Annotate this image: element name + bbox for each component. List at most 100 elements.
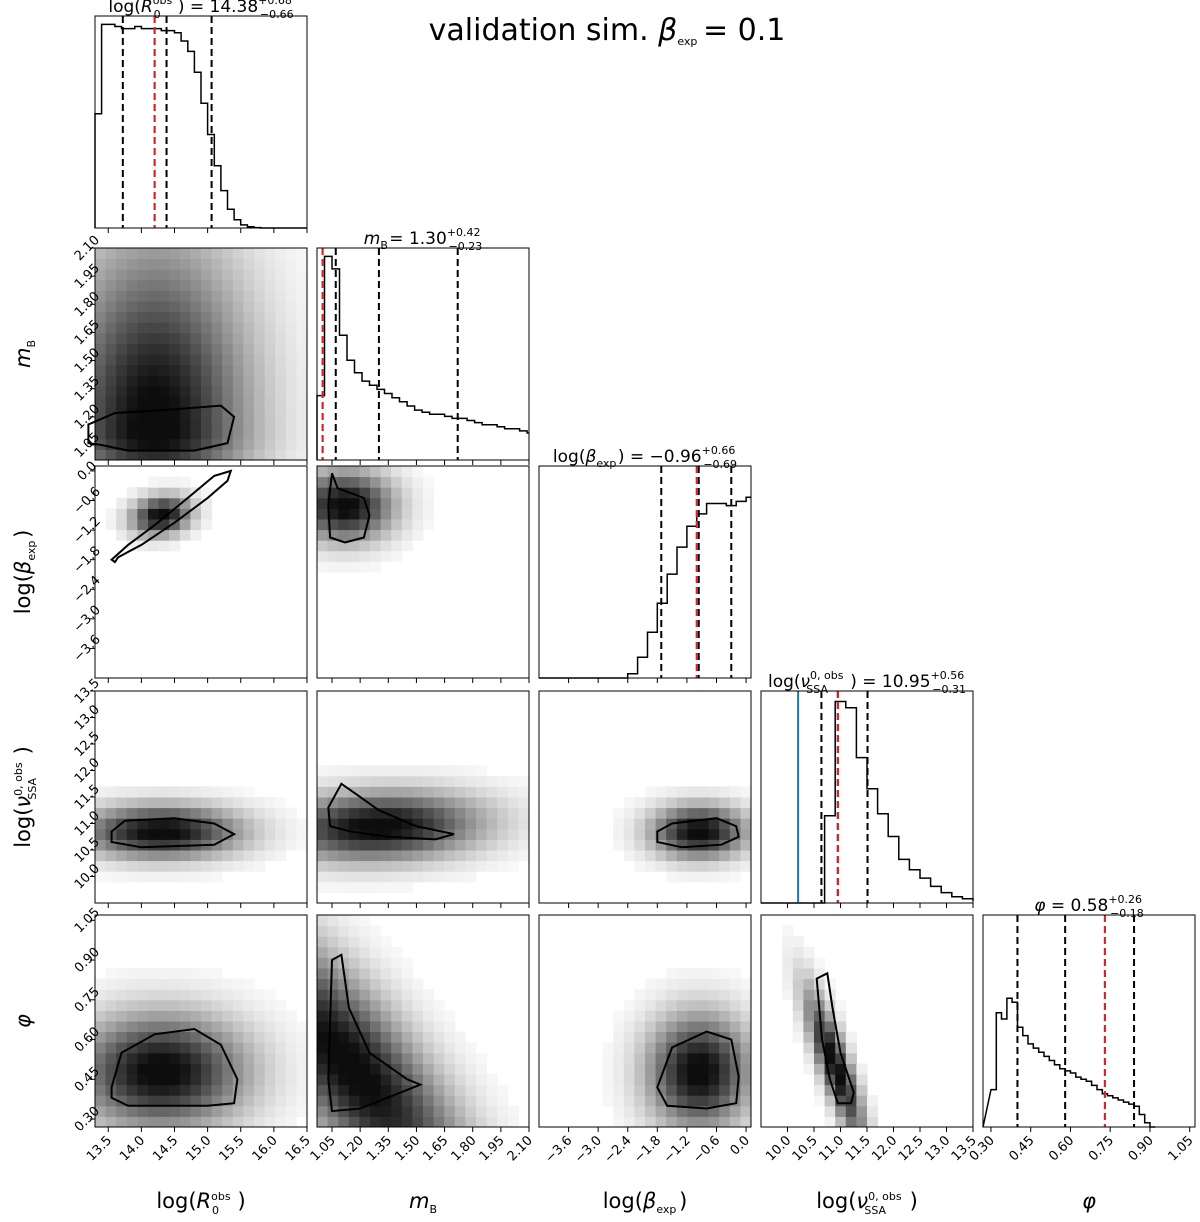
density-cell <box>232 1052 244 1064</box>
density-cell <box>803 989 815 1001</box>
density-cell <box>370 839 382 851</box>
density-cell <box>497 807 509 819</box>
hist-title-mB: mB = 1.30+0.42 −0.23 <box>364 226 482 253</box>
density-cell <box>211 364 223 376</box>
density-cell <box>190 818 202 830</box>
x-tick-label: −0.6 <box>690 1133 723 1166</box>
density-cell <box>380 936 392 948</box>
density-cell <box>698 786 710 798</box>
density-cell <box>116 497 128 509</box>
density-cell <box>264 385 276 397</box>
density-cell <box>412 860 424 872</box>
density-cell <box>824 1063 836 1075</box>
density-cell <box>729 1095 741 1107</box>
density-cell <box>243 999 255 1011</box>
x-tick-label: 0.90 <box>1126 1133 1157 1164</box>
density-cell <box>190 807 202 819</box>
density-cell <box>296 301 308 313</box>
density-cell <box>243 417 255 429</box>
x-tick-label: 1.05 <box>1165 1133 1196 1164</box>
density-cell <box>327 797 339 809</box>
density-cell <box>348 550 360 562</box>
density-cell <box>391 978 403 990</box>
density-cell <box>465 1074 477 1086</box>
density-cell <box>698 999 710 1011</box>
density-cell <box>95 1116 107 1128</box>
density-cell <box>370 1063 382 1075</box>
density-cell <box>401 839 413 851</box>
density-cell <box>380 1116 392 1128</box>
density-cell <box>476 860 488 872</box>
density-cell <box>634 850 646 862</box>
density-cell <box>105 279 117 291</box>
density-cell <box>687 850 699 862</box>
density-cell <box>243 807 255 819</box>
density-cell <box>698 1031 710 1043</box>
hist-title-logNu-symbol: ν <box>801 672 811 692</box>
density-cell <box>105 508 117 520</box>
density-cell <box>148 850 160 862</box>
density-cell <box>190 343 202 355</box>
density-cell <box>275 828 287 840</box>
density-cell <box>454 828 466 840</box>
density-cell <box>391 828 403 840</box>
density-cell <box>201 417 213 429</box>
density-cell <box>719 1074 731 1086</box>
density-cell <box>264 364 276 376</box>
density-cell <box>338 561 350 573</box>
density-cell <box>158 487 170 499</box>
density-cell <box>824 978 836 990</box>
density-cell <box>476 1095 488 1107</box>
density-cell <box>708 871 720 883</box>
density-cell <box>359 487 371 499</box>
density-cell <box>211 839 223 851</box>
density-cell <box>190 417 202 429</box>
density-cell <box>348 807 360 819</box>
density-cell <box>729 850 741 862</box>
density-cell <box>401 765 413 777</box>
density-cell <box>222 999 234 1011</box>
density-cell <box>169 322 181 334</box>
hist-title-mB-sub: B <box>380 239 388 252</box>
density-cell <box>148 978 160 990</box>
density-cell <box>158 871 170 883</box>
density-cell <box>423 775 435 787</box>
density-cell <box>243 1105 255 1117</box>
density-cell <box>655 786 667 798</box>
density-cell <box>285 1116 297 1128</box>
density-cell <box>327 1063 339 1075</box>
density-cell <box>222 1095 234 1107</box>
density-cell <box>232 449 244 461</box>
density-cell <box>338 1042 350 1054</box>
density-cell <box>666 1095 678 1107</box>
density-cell <box>327 989 339 1001</box>
density-cell <box>296 385 308 397</box>
density-cell <box>687 999 699 1011</box>
density-cell <box>211 396 223 408</box>
contour-line <box>87 404 236 452</box>
density-cell <box>867 1105 879 1117</box>
density-cell <box>380 786 392 798</box>
density-cell <box>137 322 149 334</box>
density-cell <box>211 850 223 862</box>
density-cell <box>254 332 266 344</box>
density-cell <box>126 818 138 830</box>
density-cell <box>719 786 731 798</box>
density-cell <box>719 999 731 1011</box>
density-cell <box>666 850 678 862</box>
density-cell <box>317 946 329 958</box>
density-cell <box>391 1031 403 1043</box>
density-cell <box>169 1116 181 1128</box>
density-cell <box>148 828 160 840</box>
y-axis-label-logNu-post: ) <box>11 746 35 754</box>
density-cell <box>698 1105 710 1117</box>
density-cell <box>623 1063 635 1075</box>
density-cell <box>275 396 287 408</box>
density-cell <box>782 936 794 948</box>
density-cell <box>285 258 297 270</box>
density-cell <box>401 978 413 990</box>
density-cell <box>222 860 234 872</box>
density-cell <box>254 311 266 323</box>
density-cell <box>254 1052 266 1064</box>
density-cell <box>275 364 287 376</box>
